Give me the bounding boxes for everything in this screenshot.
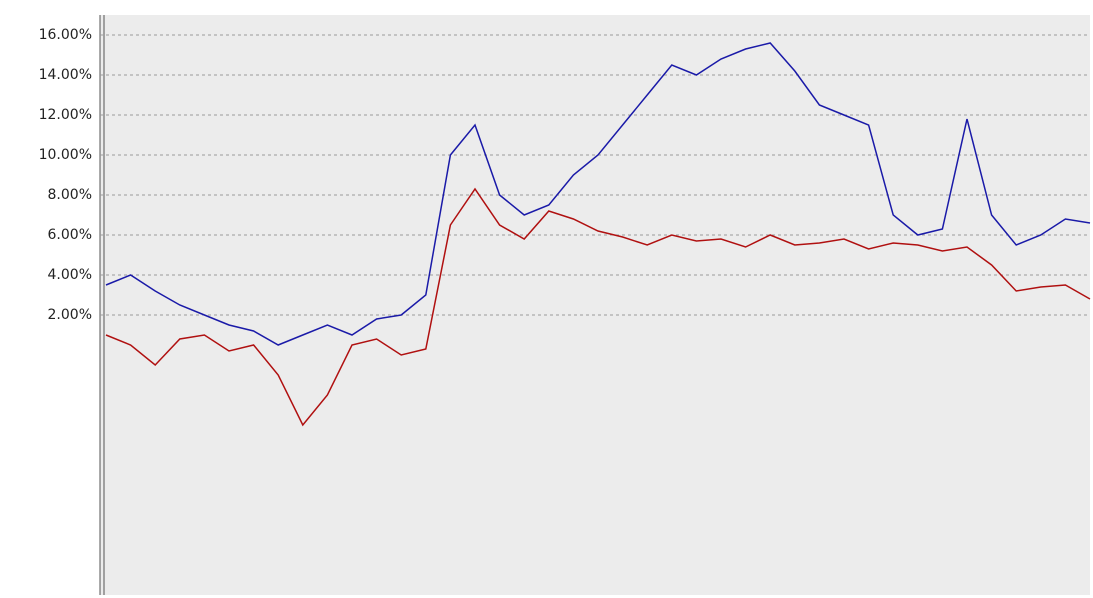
y-tick-label: 4.00% (48, 267, 92, 283)
y-tick-label: 16.00% (39, 27, 92, 43)
plot-background (100, 15, 1090, 595)
y-tick-label: 10.00% (39, 147, 92, 163)
y-tick-label: 12.00% (39, 107, 92, 123)
y-tick-label: 6.00% (48, 227, 92, 243)
y-tick-label: 8.00% (48, 187, 92, 203)
y-tick-label: 2.00% (48, 307, 92, 323)
y-tick-label: 14.00% (39, 67, 92, 83)
series-line (105, 42, 1091, 346)
series-line (105, 187, 1091, 427)
